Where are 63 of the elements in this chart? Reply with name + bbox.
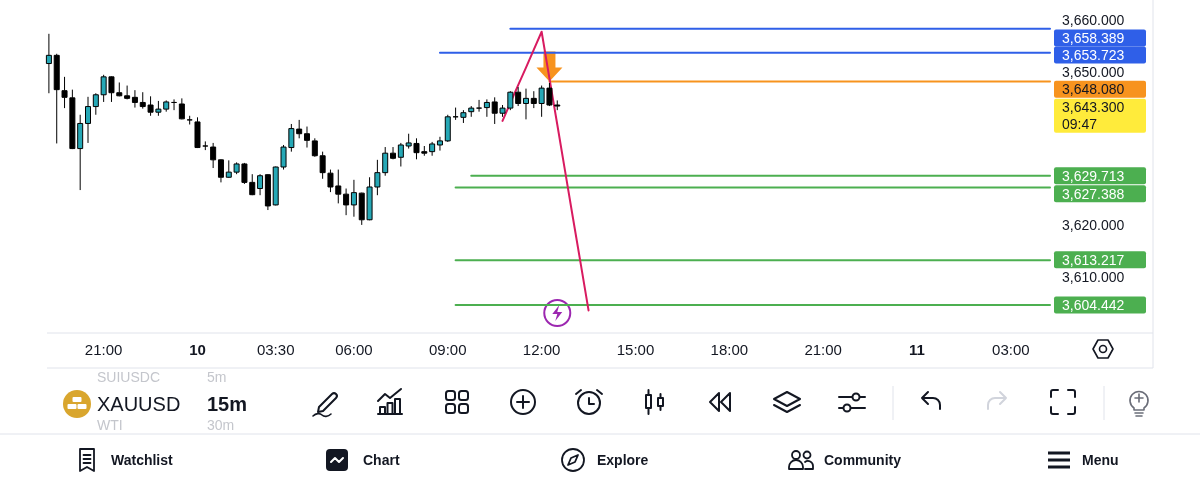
- candlestick: [210, 142, 217, 169]
- x-tick-label: 12:00: [522, 340, 561, 358]
- text: Watchlist: [111, 452, 174, 468]
- candlestick: [53, 53, 60, 144]
- text: 09:47: [1062, 116, 1098, 133]
- x-tick-label: 10: [189, 340, 206, 358]
- x-tick-label: 06:00: [335, 340, 373, 358]
- candlestick: [444, 114, 451, 143]
- text: WTI: [97, 417, 123, 433]
- text: XAUUSD: [97, 393, 181, 415]
- candlestick: [429, 141, 436, 157]
- data-label: 3,604.442: [1062, 297, 1125, 314]
- y-tick-label: 3,660.000: [1062, 12, 1125, 29]
- candlestick: [436, 136, 443, 152]
- candlestick: [468, 105, 475, 118]
- text: Chart: [363, 452, 400, 468]
- text: Menu: [1082, 452, 1119, 468]
- candlestick: [303, 126, 310, 149]
- x-tick-label: 11: [909, 340, 925, 358]
- text: SUIUSDC: [97, 369, 161, 385]
- candlestick: [217, 158, 224, 183]
- x-tick-label: 03:30: [256, 340, 295, 358]
- candlestick: [124, 85, 131, 100]
- candlestick: [202, 140, 209, 151]
- candlestick: [397, 142, 404, 167]
- candlestick: [194, 116, 201, 149]
- y-tick-label: 3,650.000: [1062, 63, 1125, 80]
- y-tick-label: 3,610.000: [1062, 268, 1125, 285]
- candlestick: [264, 173, 271, 211]
- data-label: 3,613.217: [1062, 251, 1125, 268]
- candlestick: [178, 97, 185, 120]
- x-tick-label: 09:00: [429, 340, 467, 358]
- candlestick: [257, 173, 264, 196]
- x-tick-label: 21:00: [84, 340, 123, 358]
- text: 5m: [207, 369, 227, 385]
- data-label: 3,658.389: [1062, 29, 1125, 46]
- candlestick: [186, 115, 193, 125]
- candlestick: [343, 188, 350, 216]
- x-tick-label: 18:00: [710, 340, 749, 358]
- x-tick-label: 21:00: [804, 340, 842, 358]
- x-tick-label: 03:00: [992, 340, 1030, 358]
- text: Community: [824, 452, 902, 468]
- data-label: 3,653.723: [1062, 46, 1125, 63]
- x-tick-label: 15:00: [616, 340, 655, 358]
- candlestick: [85, 96, 92, 144]
- candlestick: [515, 86, 522, 107]
- text: 15m: [207, 393, 248, 415]
- text: 30m: [207, 417, 235, 433]
- text: Explore: [597, 452, 649, 468]
- candlestick: [45, 33, 52, 94]
- data-label: 3,629.713: [1062, 167, 1125, 184]
- data-label: 3,648.080: [1062, 81, 1125, 98]
- candlestick: [522, 88, 529, 120]
- candlestick: [452, 107, 459, 121]
- line-series: [501, 30, 590, 312]
- candlestick: [350, 179, 357, 218]
- candlestick: [460, 109, 467, 124]
- y-tick-label: 3,620.000: [1062, 217, 1125, 234]
- candlestick: [390, 146, 397, 160]
- text: 3,643.300: [1062, 99, 1125, 116]
- data-label: 3,627.388: [1062, 185, 1125, 202]
- candlestick: [483, 98, 490, 118]
- candlestick: [131, 89, 138, 109]
